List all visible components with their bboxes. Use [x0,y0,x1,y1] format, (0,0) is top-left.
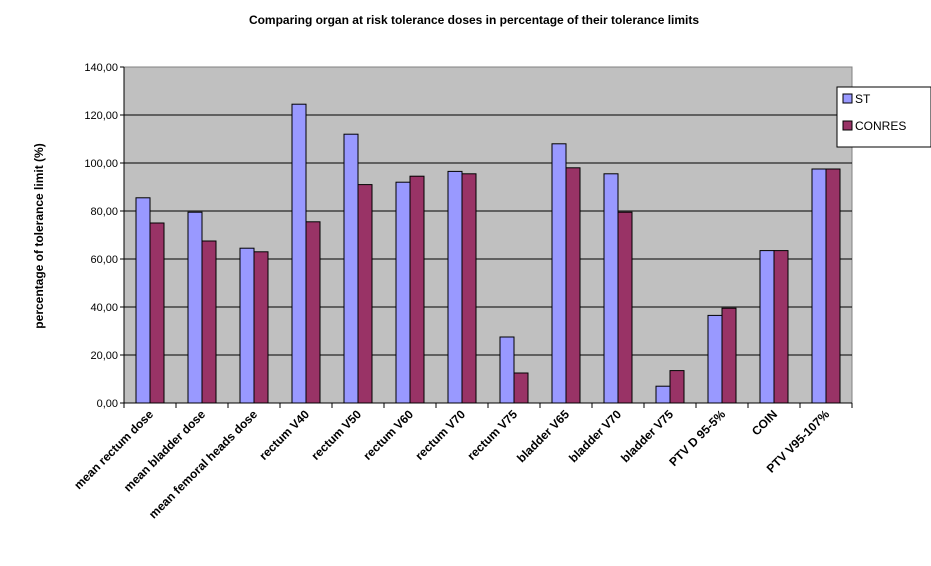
y-tick-label: 60,00 [90,254,118,266]
bar-conres [565,167,581,404]
bar-st [239,247,255,404]
plot-area: 0,00 20,00 40,00 60,00 80,00 100,00 120,00 140,… [71,62,853,521]
bar-conres [773,250,789,404]
bar-st [135,197,151,404]
bar-conres [305,221,321,404]
x-tick-label: rectum V50 [308,407,364,463]
bar-st [551,143,567,404]
bar-st [291,103,307,404]
bar-st [447,170,463,404]
y-tick-label: 40,00 [90,302,118,314]
bar-st [187,211,203,404]
plot-background [123,66,853,404]
legend-swatch [842,120,853,131]
bar-conres [617,211,633,404]
bar-conres [513,372,529,404]
x-tick-label: rectum V75 [464,407,520,463]
x-tick-label: COIN [749,407,780,438]
y-tick-label: 140,00 [84,62,118,74]
bar-st [499,336,515,404]
y-axis-label: percentage of tolerance limit (%) [32,143,46,328]
x-tick-label: bladder V70 [566,407,624,465]
legend-label: CONRES [855,119,906,133]
y-tick-label: 120,00 [84,110,118,122]
x-tick-label: rectum V40 [256,407,312,463]
bar-conres [825,168,841,404]
bar-conres [409,175,425,404]
legend-box [836,86,931,148]
y-tick-label: 80,00 [90,206,118,218]
x-tick-label: bladder V65 [514,407,572,465]
bar-st [811,168,827,404]
x-tick-label: rectum V70 [412,407,468,463]
x-tick-label: rectum V60 [360,407,416,463]
bar-conres [253,251,269,404]
x-tick-label: PTV D 95-5% [666,407,728,469]
bar-st [759,250,775,404]
y-tick-label: 20,00 [90,350,118,362]
chart-title: Comparing organ at risk tolerance doses … [249,13,699,27]
y-tick-label: 0,00 [97,398,118,410]
bar-conres [669,370,685,404]
bar-st [395,181,411,404]
bar-st [343,133,359,404]
bar-conres [357,184,373,404]
legend: ST CONRES [836,86,931,148]
x-tick-label: mean femoral heads dose [146,407,260,521]
bar-st [655,385,671,404]
bar-conres [461,173,477,404]
bar-conres [149,222,165,404]
bar-st [603,173,619,404]
legend-swatch [842,93,853,104]
bar-st [707,314,723,404]
bar-conres [721,307,737,404]
y-tick-label: 100,00 [84,158,118,170]
bar-conres [201,240,217,404]
legend-label: ST [855,92,871,106]
